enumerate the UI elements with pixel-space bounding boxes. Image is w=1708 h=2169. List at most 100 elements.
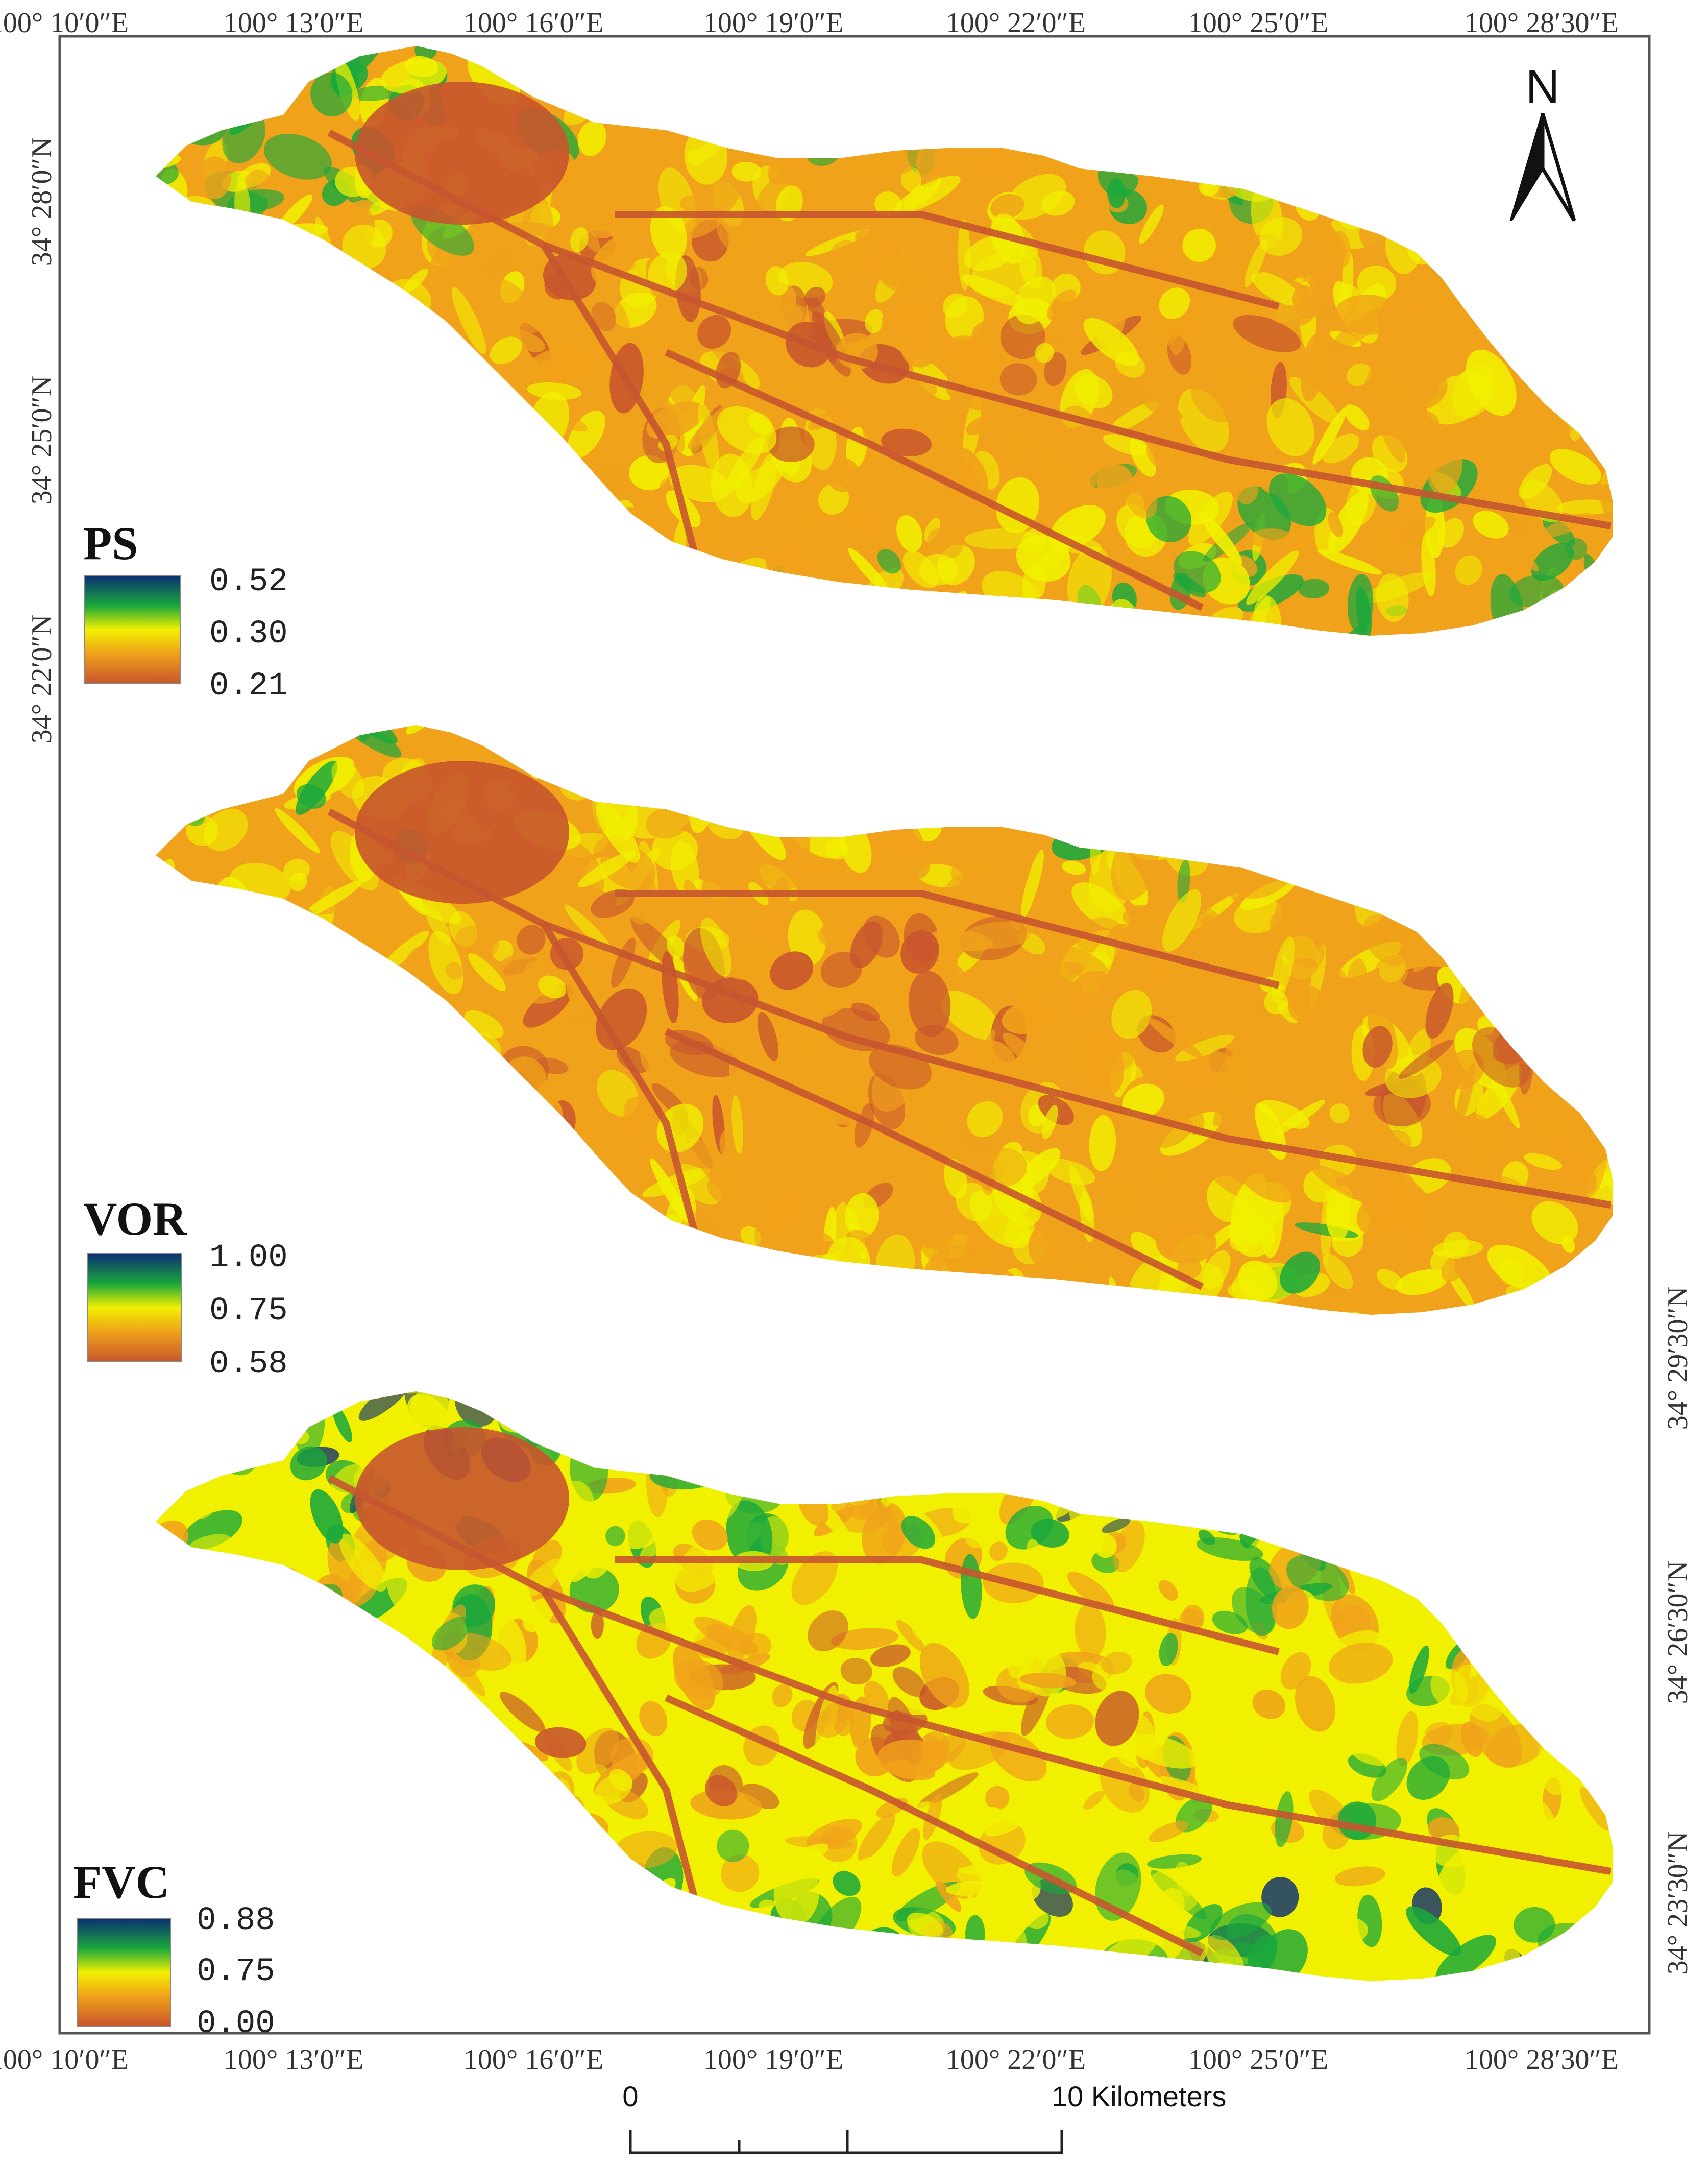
vor-land-patch (886, 1307, 966, 1370)
ps-land-patch (1180, 619, 1224, 636)
ps-land-patch (340, 488, 376, 524)
ps-land-patch (765, 266, 789, 296)
ps-land-patch (882, 315, 897, 337)
ps-land-patch (518, 517, 571, 565)
ps-land-patch (693, 57, 731, 124)
vor-land-patch (491, 654, 556, 732)
ps-land-patch (325, 462, 351, 494)
fvc-road (665, 1694, 1204, 1957)
fvc-land-patch (761, 1929, 817, 1970)
vor-land-patch (673, 725, 718, 751)
vor-land-patch (469, 1126, 515, 1179)
ps-land-patch (1598, 554, 1613, 596)
vor-land-patch (480, 1118, 507, 1146)
vor-land-patch (822, 973, 879, 1018)
ps-land-patch (902, 550, 939, 588)
fvc-land-patch (1343, 1483, 1393, 1521)
vor-land-patch (421, 1112, 467, 1160)
fvc-land-patch (358, 1391, 411, 1421)
vor-land-patch (1148, 1018, 1203, 1058)
ps-map-panel (156, 0, 1613, 658)
vor-land-patch (1147, 752, 1186, 791)
ps-land-patch (1463, 632, 1519, 636)
vor-land-patch (1257, 725, 1303, 758)
fvc-land-patch (433, 1331, 516, 1399)
vor-land-patch (172, 1027, 233, 1079)
ps-land-patch (1074, 374, 1113, 408)
ps-land-patch (727, 248, 755, 274)
vor-land-patch (919, 1194, 949, 1220)
vor-land-patch (1607, 1252, 1613, 1315)
ps-land-patch (766, 565, 787, 635)
vor-land-patch (850, 921, 883, 969)
ps-land-patch (635, 601, 691, 636)
ps-land-patch (1421, 534, 1436, 597)
ps-land-patch (312, 306, 341, 333)
ps-land-patch (1357, 266, 1397, 301)
ps-land-patch (245, 170, 271, 194)
vor-land-patch (1062, 860, 1086, 875)
ps-land-patch (411, 15, 470, 45)
fvc-land-patch (919, 1425, 987, 1463)
vor-land-patch (1213, 1092, 1235, 1126)
ps-land-patch (372, 451, 397, 513)
ps-land-patch (197, 470, 248, 527)
fvc-land-patch (1527, 1554, 1568, 1597)
fvc-land-patch (1230, 1862, 1251, 1879)
fvc-land-patch (858, 1813, 895, 1862)
ps-land-patch (1292, 285, 1320, 319)
fvc-land-patch (1485, 1984, 1514, 2017)
vor-land-patch (962, 725, 1015, 737)
vor-land-patch (378, 1146, 408, 1179)
vor-land-patch (1253, 1046, 1280, 1091)
fvc-land-patch (773, 1859, 820, 1925)
vor-land-patch (1454, 853, 1478, 894)
ps-land-patch (263, 133, 332, 180)
fvc-land-patch (1499, 1415, 1541, 1455)
ps-land-patch (410, 0, 462, 32)
vor-land-patch (1003, 1032, 1046, 1071)
fvc-land-patch (427, 1864, 456, 1892)
ps-land-patch (1376, 401, 1406, 463)
fvc-land-patch (332, 1404, 352, 1442)
ps-land-patch (1481, 193, 1529, 249)
vor-land-patch (1417, 725, 1453, 742)
fvc-land-patch (223, 1474, 259, 1525)
ps-land-patch (901, 167, 921, 192)
fvc-land-patch (833, 1871, 861, 1896)
fvc-land-patch (238, 1648, 267, 1666)
ps-land-patch (273, 226, 299, 254)
ps-land-patch (1146, 496, 1192, 543)
vor-land-patch (692, 692, 727, 727)
fvc-land-patch (1473, 1391, 1525, 1408)
ps-land-patch (378, 645, 420, 658)
vor-land-patch (172, 1008, 206, 1036)
fvc-land-patch (290, 1926, 338, 1981)
vor-land-patch (335, 1320, 370, 1363)
fvc-land-patch (1169, 1464, 1223, 1492)
north-label: N (1526, 61, 1559, 113)
ps-land-patch (482, 424, 510, 453)
ps-legend-min: 0.21 (209, 668, 288, 705)
bottom-lon-label: 100° 16′0″E (463, 2044, 603, 2076)
ps-land-patch (632, 576, 673, 602)
fvc-land-patch (260, 1603, 305, 1665)
vor-land-patch (998, 1268, 1031, 1315)
fvc-land-patch (1320, 1391, 1346, 1403)
vor-land-patch (655, 744, 681, 802)
fvc-land-patch (1264, 1439, 1294, 1496)
fvc-land-patch (1518, 1401, 1551, 1432)
fvc-land-patch (827, 1319, 884, 1378)
ps-land-patch (1466, 349, 1517, 416)
vor-land-patch (1519, 844, 1571, 879)
vor-land-patch (574, 1319, 614, 1348)
scale-end-label: 10 Kilometers (1052, 2080, 1226, 2112)
fvc-land-patch (312, 1391, 357, 1398)
ps-land-patch (695, 492, 721, 562)
fvc-land-patch (338, 1771, 379, 1797)
vor-land-patch (1389, 1186, 1433, 1231)
vor-land-patch (375, 1273, 403, 1303)
ps-land-patch (913, 100, 939, 130)
fvc-land-patch (1460, 1481, 1502, 1536)
ps-land-patch (158, 423, 194, 453)
